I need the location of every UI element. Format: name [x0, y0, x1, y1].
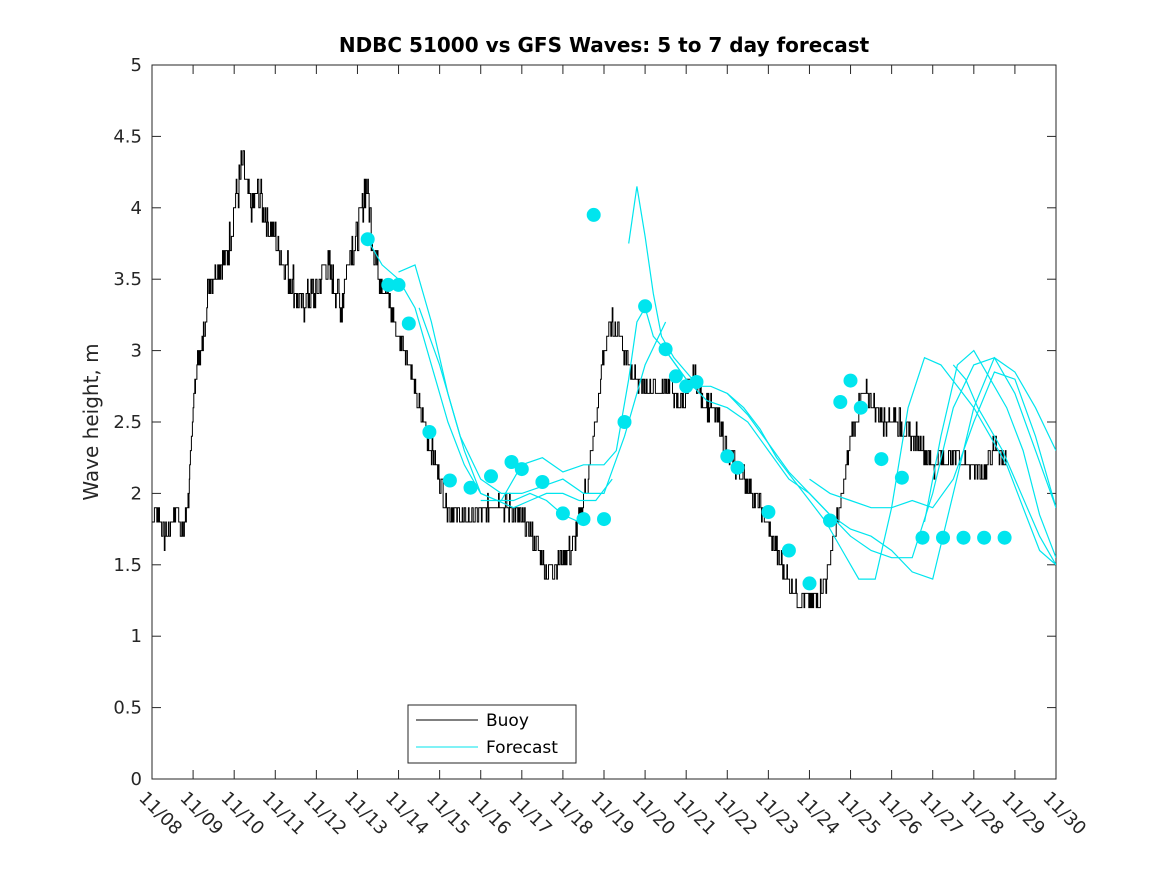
plot-series	[152, 150, 1056, 609]
forecast-line	[628, 186, 1056, 580]
forecast-point	[442, 473, 457, 488]
legend: Buoy Forecast	[407, 704, 577, 764]
x-tick-label: 11/25	[833, 788, 885, 840]
chart-title: NDBC 51000 vs GFS Waves: 5 to 7 day fore…	[339, 33, 870, 57]
forecast-line	[726, 356, 1056, 559]
x-tick-label: 11/24	[792, 788, 844, 840]
x-tick-label: 11/20	[628, 788, 680, 840]
x-tick-label: 11/15	[422, 788, 474, 840]
forecast-point	[843, 373, 858, 388]
y-tick-label: 3.5	[113, 269, 142, 290]
x-tick-label: 11/11	[258, 788, 310, 840]
plot-area	[151, 64, 1057, 780]
forecast-point	[915, 530, 930, 545]
forecast-line	[665, 350, 1056, 580]
forecast-line	[952, 364, 1056, 566]
x-tick-label: 11/14	[381, 788, 433, 840]
forecast-point	[833, 395, 848, 409]
forecast-point	[802, 576, 817, 591]
forecast-point	[484, 469, 498, 484]
x-tick-label: 11/18	[545, 788, 597, 840]
series-group	[152, 150, 1056, 609]
y-tick-label: 0	[131, 769, 142, 790]
forecast-line	[398, 264, 613, 509]
forecast-point	[956, 530, 971, 545]
y-tick-label: 3	[131, 341, 142, 362]
y-tick-label: 5	[131, 55, 142, 76]
forecast-line	[923, 349, 1056, 558]
y-tick-label: 1.5	[113, 555, 142, 576]
x-tick-label: 11/26	[874, 788, 926, 840]
y-tick-label: 4	[131, 198, 142, 219]
x-tick-label: 11/10	[217, 788, 269, 840]
forecast-point	[504, 455, 519, 469]
forecast-point	[874, 452, 889, 467]
x-tick-label: 11/22	[710, 788, 762, 840]
legend-box	[407, 704, 577, 764]
buoy-line	[152, 150, 1007, 609]
forecast-line	[809, 371, 1056, 509]
x-tick-label: 11/19	[586, 788, 638, 840]
forecast-point	[360, 232, 375, 247]
forecast-point	[720, 449, 735, 464]
y-axis-ticks: 0 0.5 1 1.5 2 2.5 3 3.5 4 4.5 5	[113, 55, 1056, 790]
forecast-point	[597, 512, 611, 527]
forecast-point	[761, 505, 776, 519]
forecast-point	[535, 475, 550, 489]
x-tick-label: 11/16	[463, 788, 515, 840]
forecast-point	[894, 470, 909, 485]
x-tick-label: 11/17	[504, 788, 556, 840]
forecast-point	[463, 480, 478, 495]
x-tick-label: 11/12	[299, 788, 351, 840]
forecast-point	[617, 415, 632, 429]
forecast-point	[853, 400, 868, 415]
x-tick-label: 11/29	[997, 788, 1049, 840]
forecast-point	[823, 513, 837, 528]
x-tick-label: 11/21	[669, 788, 721, 840]
forecast-point	[422, 425, 437, 439]
forecast-point	[689, 375, 704, 389]
forecast-point	[514, 462, 529, 477]
y-tick-label: 0.5	[113, 698, 142, 719]
forecast-point	[391, 277, 406, 292]
y-tick-label: 2.5	[113, 412, 142, 433]
forecast-point	[936, 530, 950, 545]
forecast-point	[401, 316, 416, 331]
forecast-point	[977, 530, 992, 545]
forecast-point	[730, 460, 745, 475]
forecast-point	[997, 530, 1012, 545]
y-tick-label: 2	[131, 483, 142, 504]
x-tick-label: 11/09	[176, 788, 228, 840]
y-axis-label: Wave height, m	[79, 343, 103, 500]
forecast-point	[586, 207, 601, 222]
forecast-point	[555, 506, 570, 521]
y-tick-label: 1	[131, 626, 142, 647]
x-tick-label: 11/28	[956, 788, 1008, 840]
legend-label-buoy: Buoy	[486, 711, 529, 731]
forecast-point	[658, 342, 673, 357]
forecast-point	[381, 277, 396, 292]
y-tick-label: 4.5	[113, 126, 142, 147]
forecast-point	[668, 369, 683, 384]
x-tick-label: 11/23	[751, 788, 803, 840]
forecast-point	[576, 512, 591, 527]
legend-label-forecast: Forecast	[486, 738, 558, 758]
x-tick-label: 11/27	[915, 788, 967, 840]
forecast-point	[781, 543, 796, 558]
x-tick-label: 11/13	[340, 788, 392, 840]
forecast-point	[638, 299, 653, 314]
x-tick-label: 11/30	[1038, 788, 1090, 840]
x-tick-label: 11/08	[134, 788, 186, 840]
